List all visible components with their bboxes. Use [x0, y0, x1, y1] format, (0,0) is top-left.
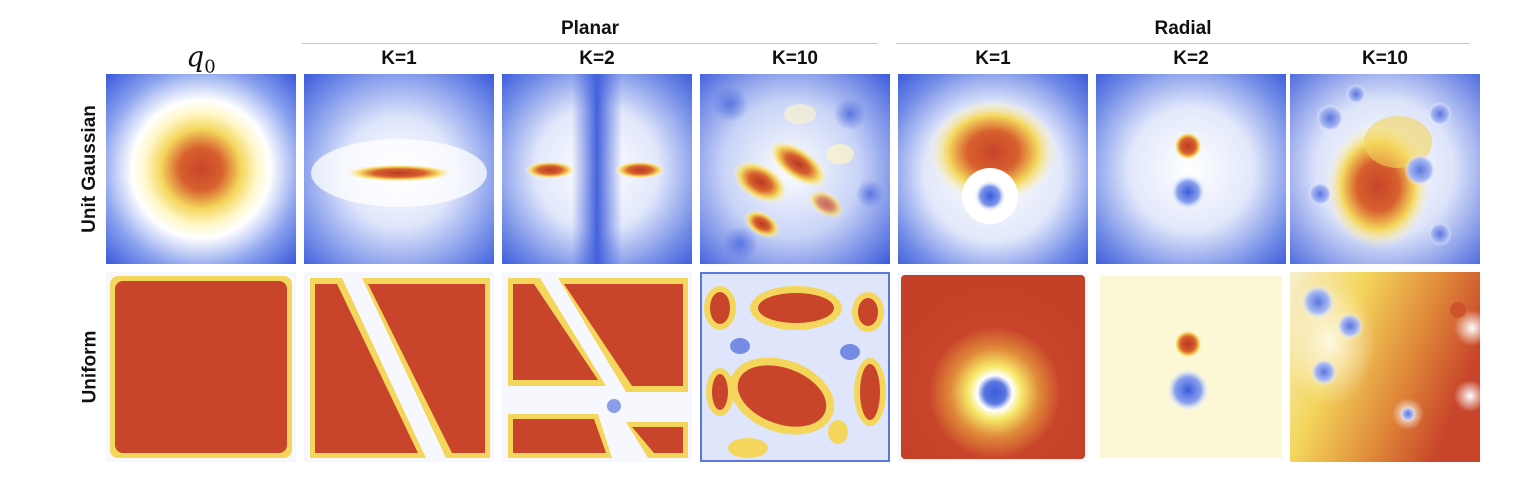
col-label-q0-sub: 0: [204, 56, 216, 78]
col-label-planar-k2: K=2: [579, 48, 615, 69]
row-label-unit-gaussian: Unit Gaussian: [79, 105, 100, 233]
panel-uniform-radial-k10: [1290, 272, 1480, 462]
col-label-planar-k1: K=1: [381, 48, 417, 69]
panel-gaussian-planar-k1: [304, 74, 494, 264]
panel-gaussian-planar-k2: [502, 74, 692, 264]
group-rule-planar: [302, 43, 878, 44]
group-title-radial: Radial: [1154, 18, 1212, 39]
panel-gaussian-radial-k1: [898, 74, 1088, 264]
panel-uniform-radial-k2: [1096, 272, 1286, 462]
panel-uniform-planar-k1: [304, 272, 494, 462]
panel-uniform-q0: [106, 272, 296, 462]
row-label-uniform: Uniform: [79, 330, 101, 404]
col-label-q0-main: q: [186, 40, 205, 73]
panel-uniform-planar-k2: [502, 272, 692, 462]
group-rule-radial: [896, 43, 1470, 44]
col-label-q0: q0: [106, 40, 296, 78]
col-label-radial-k1: K=1: [975, 48, 1011, 69]
panel-gaussian-radial-k2: [1096, 74, 1286, 264]
panel-uniform-planar-k10: [700, 272, 890, 462]
panel-uniform-radial-k1: [898, 272, 1088, 462]
col-label-planar-k10: K=10: [772, 48, 818, 69]
group-title-planar: Planar: [560, 18, 620, 39]
panel-gaussian-q0: [106, 74, 296, 264]
panel-gaussian-planar-k10: [700, 74, 890, 264]
col-label-radial-k10: K=10: [1362, 48, 1408, 69]
panel-gaussian-radial-k10: [1290, 74, 1480, 264]
col-label-radial-k2: K=2: [1173, 48, 1209, 69]
